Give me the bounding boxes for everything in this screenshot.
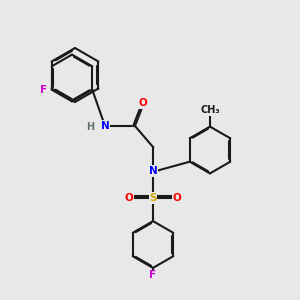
Text: O: O <box>124 193 134 203</box>
Text: F: F <box>149 270 157 280</box>
Text: F: F <box>40 85 47 95</box>
Text: H: H <box>86 122 94 133</box>
Text: S: S <box>149 193 157 203</box>
Text: N: N <box>100 121 109 131</box>
Text: O: O <box>138 98 147 109</box>
Text: CH₃: CH₃ <box>200 105 220 115</box>
Text: N: N <box>148 166 158 176</box>
Text: O: O <box>172 193 182 203</box>
